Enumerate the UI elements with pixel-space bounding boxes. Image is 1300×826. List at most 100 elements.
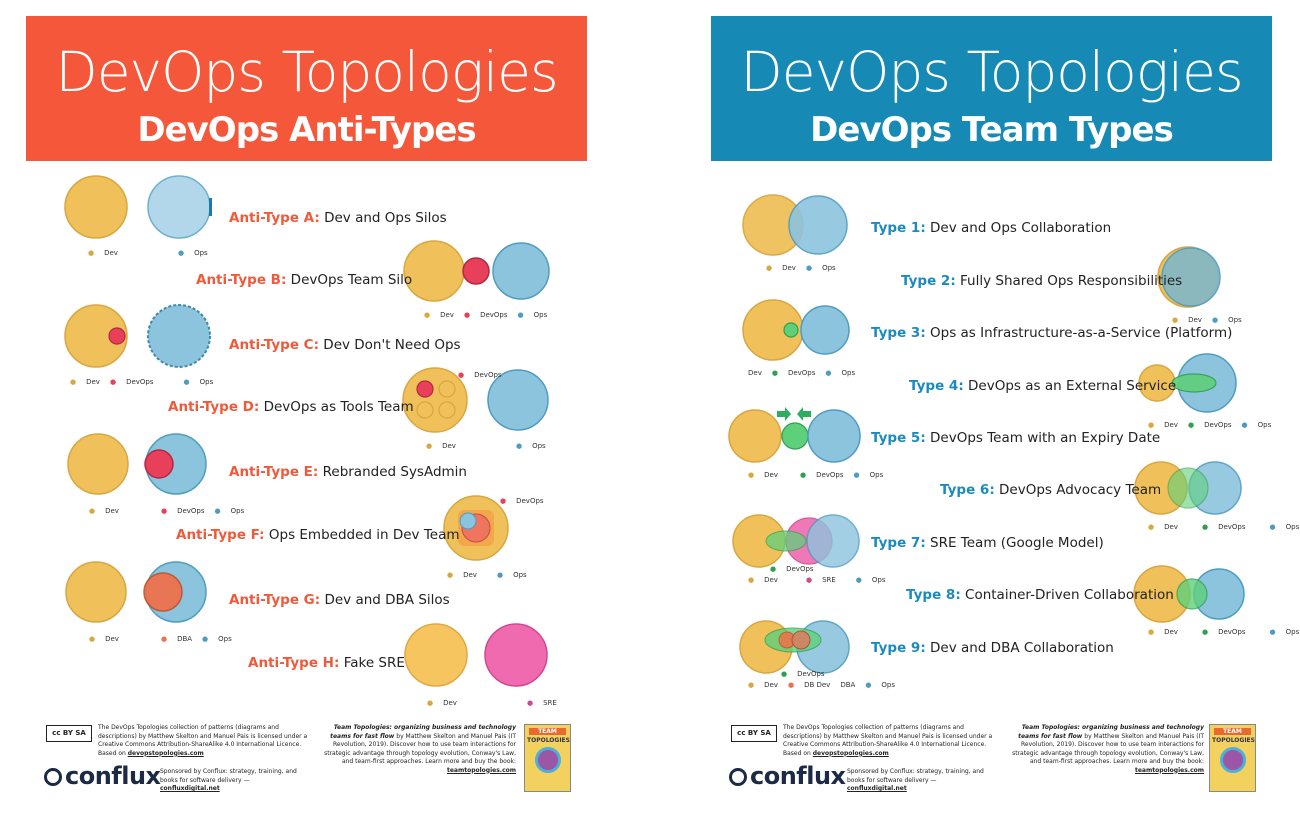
ops-circle <box>807 409 861 463</box>
sponsor-text: Sponsored by Conflux: strategy, training… <box>160 768 297 792</box>
book-text: Team Topologies: organizing business and… <box>324 724 516 774</box>
legend: ● Dev ● DevOps ● Ops <box>1148 523 1300 531</box>
devops-circle <box>108 327 126 345</box>
conflux-logo: conflux <box>729 762 846 790</box>
dev-circle <box>403 240 465 302</box>
legend: Dev ● DevOps ● Ops <box>748 369 856 377</box>
arrow-left-icon <box>797 407 811 421</box>
conflux-logo: conflux <box>44 762 161 790</box>
conflux-mark-icon <box>729 768 747 786</box>
ops-circle <box>147 175 211 239</box>
anti-types-banner: DevOps Topologies DevOps Anti-Types <box>26 16 587 161</box>
dev-circle <box>67 433 129 495</box>
ops-circle <box>806 514 860 568</box>
anti-type-f-label: Anti-Type F: Ops Embedded in Dev Team <box>176 527 460 543</box>
type-4-label: Type 4: DevOps as an External Service <box>909 378 1177 394</box>
dev-circle <box>404 623 468 687</box>
dev-circle <box>728 409 782 463</box>
sponsor-text: Sponsored by Conflux: strategy, training… <box>847 768 984 792</box>
anti-type-a-label: Anti-Type A: Dev and Ops Silos <box>229 210 447 226</box>
devops-circle <box>144 449 174 479</box>
legend: ● DevOps <box>458 371 502 379</box>
dba-circle <box>143 572 183 612</box>
dev-circle <box>64 175 128 239</box>
ops-circle <box>788 195 848 255</box>
sre-circle <box>484 623 548 687</box>
type-1-label: Type 1: Dev and Ops Collaboration <box>871 220 1112 236</box>
type-9-label: Type 9: Dev and DBA Collaboration <box>871 640 1114 656</box>
ops-circle <box>492 242 550 300</box>
legend: ● Dev ● Ops <box>447 571 527 579</box>
legend: ● Dev ● DevOps ● Ops <box>1148 421 1272 429</box>
legend: ● Dev ● DevOps ● Ops <box>70 378 214 386</box>
book-link[interactable]: teamtopologies.com <box>1134 766 1204 774</box>
legend: ● DevOps <box>781 670 825 678</box>
legend: ● Dev ● Ops <box>766 264 836 272</box>
legend: ● Dev ● DevOps ● Ops <box>1148 628 1300 636</box>
legend: ● Dev ● Ops <box>426 442 546 450</box>
team-types-poster: DevOps Topologies DevOps Team Types <box>711 0 1299 826</box>
poster-title: DevOps Topologies <box>740 40 1243 104</box>
book-text: Team Topologies: organizing business and… <box>1012 724 1204 774</box>
cc-license-badge: cc BY SA <box>731 725 777 742</box>
devops-circle <box>462 257 490 285</box>
tool-circle <box>438 401 456 419</box>
legend: ● Dev ● SRE ● Ops <box>748 576 886 584</box>
silo-wall <box>209 198 212 216</box>
legend: ● DevOps <box>500 497 544 505</box>
book-cover: TEAM TOPOLOGIES <box>524 724 571 792</box>
devops-ellipse <box>1171 373 1217 393</box>
sponsor-link[interactable]: confluxdigital.net <box>160 785 220 792</box>
ops-circle <box>800 305 850 355</box>
sponsor-link[interactable]: confluxdigital.net <box>847 785 907 792</box>
type-6-label: Type 6: DevOps Advocacy Team <box>940 482 1162 498</box>
dev-circle <box>65 561 127 623</box>
ops-circle <box>1161 247 1221 307</box>
license-text: The DevOps Topologies collection of patt… <box>98 724 308 757</box>
legend: ● Dev ● Ops <box>88 249 208 257</box>
type-5-label: Type 5: DevOps Team with an Expiry Date <box>871 430 1161 446</box>
anti-type-d-label: Anti-Type D: DevOps as Tools Team <box>168 399 414 415</box>
book-cover-disc-icon <box>534 747 561 773</box>
devops-circle <box>1167 467 1209 509</box>
team-types-banner: DevOps Topologies DevOps Team Types <box>711 16 1272 161</box>
legend: ● Dev ● Ops <box>1172 316 1242 324</box>
book-cover-disc-icon <box>1219 747 1246 773</box>
license-link[interactable]: devopstopologies.com <box>127 749 204 757</box>
poster-title: DevOps Topologies <box>55 40 558 104</box>
arrow-right-icon <box>777 407 791 421</box>
legend: ● Dev ● DevOps ● Ops <box>424 311 548 319</box>
legend: ● Dev ● DB Dev DBA ● Ops <box>748 681 896 689</box>
anti-type-h-label: Anti-Type H: Fake SRE <box>248 655 405 671</box>
dba-circle <box>791 630 811 650</box>
type-2-label: Type 2: Fully Shared Ops Responsibilitie… <box>901 273 1183 289</box>
legend: ● Dev ● DevOps ● Ops <box>89 507 245 515</box>
dev-circle <box>64 304 128 368</box>
legend: ● Dev ● DevOps ● Ops <box>748 471 884 479</box>
poster-subtitle: DevOps Anti-Types <box>137 110 476 150</box>
devops-circle <box>416 380 434 398</box>
conflux-mark-icon <box>44 768 62 786</box>
ops-circle <box>459 512 477 530</box>
license-text: The DevOps Topologies collection of patt… <box>783 724 993 757</box>
anti-types-poster: DevOps Topologies DevOps Anti-Types <box>26 0 588 826</box>
anti-type-b-label: Anti-Type B: DevOps Team Silo <box>196 272 413 288</box>
anti-type-c-label: Anti-Type C: Dev Don't Need Ops <box>229 337 461 353</box>
devops-ellipse <box>765 530 807 552</box>
devops-circle <box>781 422 809 450</box>
license-link[interactable]: devopstopologies.com <box>812 749 889 757</box>
devops-circle <box>1176 578 1208 610</box>
ops-circle <box>487 369 549 431</box>
ops-circle <box>147 304 211 368</box>
legend: ● Dev ● DBA ● Ops <box>89 635 232 643</box>
devops-circle <box>783 322 799 338</box>
book-link[interactable]: teamtopologies.com <box>446 766 516 774</box>
anti-type-g-label: Anti-Type G: Dev and DBA Silos <box>229 592 450 608</box>
cc-license-badge: cc BY SA <box>46 725 92 742</box>
anti-type-e-label: Anti-Type E: Rebranded SysAdmin <box>229 464 467 480</box>
book-cover: TEAM TOPOLOGIES <box>1209 724 1256 792</box>
poster-subtitle: DevOps Team Types <box>810 110 1174 150</box>
type-7-label: Type 7: SRE Team (Google Model) <box>871 535 1104 551</box>
legend: ● Dev ● SRE <box>427 699 557 707</box>
anti-types-diagrams <box>64 175 550 687</box>
